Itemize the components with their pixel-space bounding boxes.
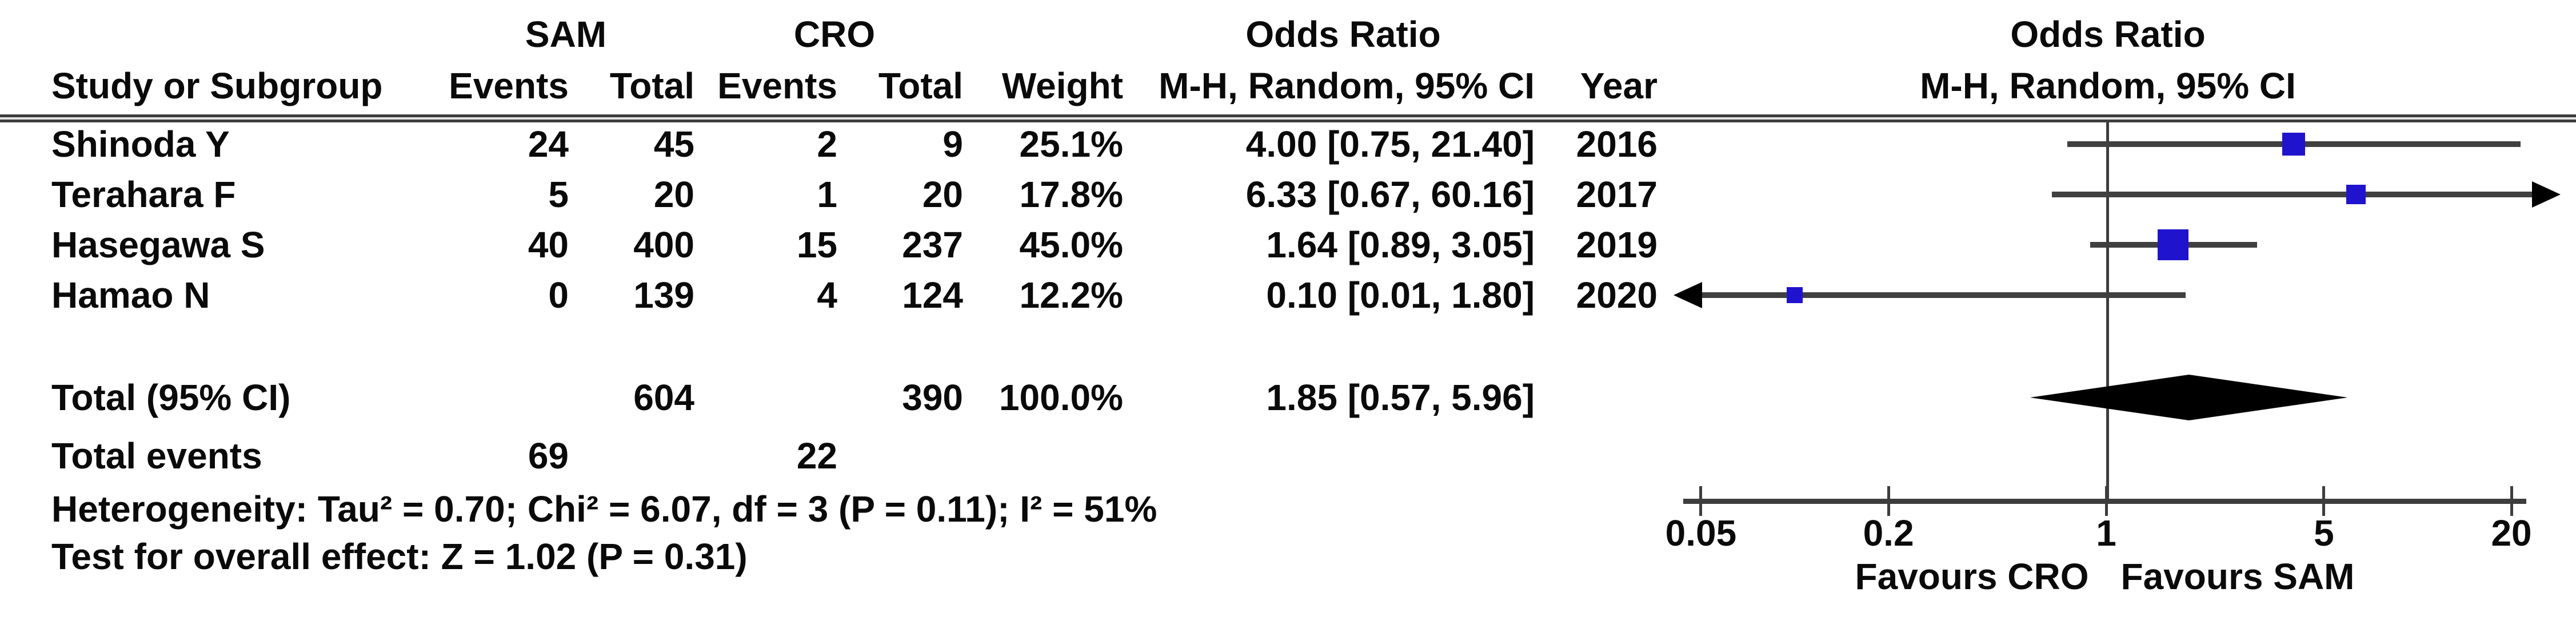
col-header-study: Study or Subgroup <box>51 65 383 106</box>
favours-left-label: Favours CRO <box>1855 556 2089 597</box>
axis-tick-label: 5 <box>2314 512 2334 554</box>
col-header-sam-total: Total <box>609 65 694 106</box>
group-header-sam: SAM <box>525 14 607 55</box>
axis-tick-mark <box>2510 486 2513 516</box>
sam-events-cell: 24 <box>528 124 569 165</box>
study-name: Hamao N <box>51 275 210 316</box>
sam-events-cell: 40 <box>528 224 569 265</box>
weight-cell: 25.1% <box>1019 124 1123 165</box>
axis-tick-label: 0.2 <box>1863 512 1914 554</box>
weight-square <box>2158 229 2188 260</box>
null-effect-line <box>2106 122 2109 501</box>
pooled-estimate-diamond <box>2030 375 2348 420</box>
weight-cell: 45.0% <box>1019 224 1123 265</box>
cro-total-cell: 20 <box>922 174 963 215</box>
total-events-label: Total events <box>51 435 262 476</box>
cro-total-cell: 9 <box>942 124 963 165</box>
col-header-mh-ci-left: M-H, Random, 95% CI <box>1159 65 1535 106</box>
col-header-sam-events: Events <box>449 65 569 106</box>
or-ci-cell: 4.00 [0.75, 21.40] <box>1245 124 1535 165</box>
col-header-cro-events: Events <box>717 65 837 106</box>
cro-events-cell: 1 <box>817 174 837 215</box>
odds-ratio-title-left: Odds Ratio <box>1245 14 1441 55</box>
or-ci-cell: 0.10 [0.01, 1.80] <box>1266 275 1535 316</box>
axis-tick-mark <box>2322 486 2326 516</box>
year-cell: 2020 <box>1576 275 1658 316</box>
col-header-weight: Weight <box>1001 65 1123 106</box>
overall-effect-line: Test for overall effect: Z = 1.02 (P = 0… <box>51 536 748 577</box>
axis-tick-mark <box>1699 486 1703 516</box>
total-row-label: Total (95% CI) <box>51 377 291 418</box>
sam-total-cell: 45 <box>653 124 694 165</box>
ci-arrow-right <box>2532 181 2561 208</box>
total-weight: 100.0% <box>999 377 1123 418</box>
col-header-cro-total: Total <box>878 65 963 106</box>
col-header-mh-ci-right: M-H, Random, 95% CI <box>1920 65 2296 106</box>
study-name: Hasegawa S <box>51 224 265 265</box>
sam-total-cell: 20 <box>653 174 694 215</box>
year-cell: 2017 <box>1576 174 1658 215</box>
confidence-interval-line <box>2052 192 2532 197</box>
axis-tick-mark <box>1887 486 1890 516</box>
axis-tick-mark <box>2104 486 2108 516</box>
or-ci-cell: 1.64 [0.89, 3.05] <box>1266 224 1535 265</box>
cro-events-cell: 15 <box>796 224 837 265</box>
ci-arrow-left <box>1674 282 1702 308</box>
study-name: Shinoda Y <box>51 124 230 165</box>
favours-right-label: Favours SAM <box>2120 556 2355 597</box>
axis-tick-label: 0.05 <box>1665 512 1737 554</box>
total-cro-total: 390 <box>902 377 963 418</box>
study-name: Terahara F <box>51 174 236 215</box>
header-separator-rule <box>0 114 2576 122</box>
total-events-sam: 69 <box>528 435 569 476</box>
weight-square <box>2346 185 2366 204</box>
sam-events-cell: 5 <box>548 174 569 215</box>
weight-cell: 12.2% <box>1019 275 1123 316</box>
odds-ratio-title-right: Odds Ratio <box>2010 14 2206 55</box>
or-ci-cell: 6.33 [0.67, 60.16] <box>1245 174 1535 215</box>
sam-total-cell: 139 <box>633 275 694 316</box>
cro-events-cell: 4 <box>817 275 837 316</box>
weight-square <box>2282 133 2305 156</box>
group-header-cro: CRO <box>793 14 876 55</box>
heterogeneity-line: Heterogeneity: Tau² = 0.70; Chi² = 6.07,… <box>51 488 1157 530</box>
axis-tick-label: 20 <box>2491 512 2532 554</box>
cro-total-cell: 124 <box>902 275 963 316</box>
sam-events-cell: 0 <box>548 275 569 316</box>
year-cell: 2016 <box>1576 124 1658 165</box>
total-events-cro: 22 <box>796 435 837 476</box>
cro-total-cell: 237 <box>902 224 963 265</box>
axis-tick-label: 1 <box>2096 512 2116 554</box>
weight-square <box>1787 287 1803 303</box>
weight-cell: 17.8% <box>1019 174 1123 215</box>
confidence-interval-line <box>1702 292 2186 298</box>
total-sam-total: 604 <box>633 377 694 418</box>
total-or-ci: 1.85 [0.57, 5.96] <box>1266 377 1535 418</box>
sam-total-cell: 400 <box>633 224 694 265</box>
col-header-year: Year <box>1580 65 1658 106</box>
year-cell: 2019 <box>1576 224 1658 265</box>
cro-events-cell: 2 <box>817 124 837 165</box>
